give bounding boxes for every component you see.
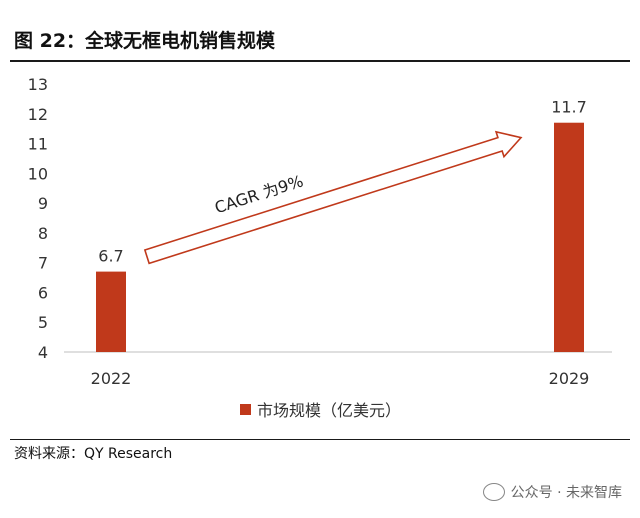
y-tick-label: 9 <box>38 194 48 213</box>
legend-swatch <box>240 403 251 415</box>
y-axis: 4 5 6 7 8 9 10 11 12 13 2022 2029 <box>28 75 612 388</box>
figure-title: 图 22：全球无框电机销售规模 <box>14 30 276 52</box>
x-tick-label: 2022 <box>91 369 132 388</box>
title-divider <box>10 60 630 62</box>
legend-label: 市场规模（亿美元） <box>257 401 402 420</box>
bar-series: 6.7 11.7 <box>96 98 587 352</box>
y-tick-label: 5 <box>38 313 48 332</box>
wechat-icon <box>482 483 505 501</box>
bar <box>96 271 126 352</box>
chart-legend: 市场规模（亿美元） <box>240 397 401 421</box>
y-tick-label: 10 <box>28 164 48 183</box>
y-tick-label: 6 <box>38 283 48 302</box>
bar <box>554 122 584 352</box>
bar-chart: 4 5 6 7 8 9 10 11 12 13 2022 2029 6.7 11.7 CAGR 为9% <box>28 75 612 388</box>
y-tick-label: 4 <box>38 343 48 362</box>
watermark-text: 公众号 · 未来智库 <box>510 485 622 501</box>
y-tick-label: 13 <box>28 75 48 94</box>
source-note: 资料来源：QY Research <box>14 446 173 462</box>
data-label: 6.7 <box>98 247 123 266</box>
y-tick-label: 7 <box>38 254 48 273</box>
y-tick-label: 8 <box>38 224 48 243</box>
cagr-arrow <box>143 130 523 265</box>
y-tick-label: 11 <box>28 135 48 154</box>
y-tick-label: 12 <box>28 105 48 124</box>
arrow-shape <box>143 130 523 265</box>
source-divider <box>10 439 630 440</box>
watermark: 公众号 · 未来智库 <box>482 482 622 502</box>
cagr-annotation: CAGR 为9% <box>143 130 523 265</box>
x-tick-label: 2029 <box>549 369 590 388</box>
data-label: 11.7 <box>551 98 587 117</box>
